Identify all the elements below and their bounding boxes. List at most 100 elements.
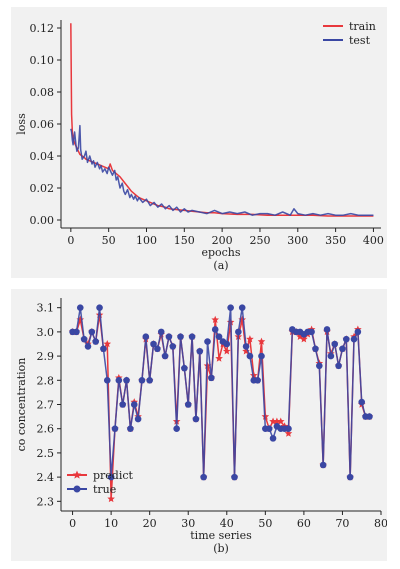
point-predict xyxy=(273,417,281,425)
y-axis-label-a: loss xyxy=(15,113,28,135)
point-true xyxy=(238,304,246,311)
point-true xyxy=(319,461,327,469)
point-true xyxy=(265,425,273,433)
legend-label-true: true xyxy=(93,483,116,496)
point-true xyxy=(184,401,192,408)
y-tick-label-a: 0.12 xyxy=(30,22,55,35)
x-tick-label-b: 50 xyxy=(258,517,272,530)
concentration-chart: 0 10 20 30 40 50 60 70 80 2.3 2.4 2.5 2.6 2.7 2.8 2.9 3.… xyxy=(15,298,387,555)
point-true xyxy=(150,340,157,348)
concentration-chart-panel: 0 10 20 30 40 50 60 70 80 2.3 2.4 2.5 2.6 2.7 2.8 2.9 3.… xyxy=(11,289,387,561)
point-true xyxy=(246,352,254,360)
y-tick-label-b: 3.1 xyxy=(37,302,55,315)
point-true xyxy=(161,352,169,360)
x-tick-label-b: 0 xyxy=(69,517,76,530)
y-tick-label-a: 0.02 xyxy=(30,182,55,195)
point-true xyxy=(73,328,80,336)
point-true xyxy=(177,333,184,341)
y-tick-label-a: 0.06 xyxy=(30,118,55,131)
y-tick-label-b: 2.5 xyxy=(37,447,55,460)
y-tick-label-b: 2.7 xyxy=(37,399,55,412)
point-true xyxy=(84,343,92,350)
caption-b: (b) xyxy=(213,542,229,555)
x-tick-label-a: 150 xyxy=(174,234,195,247)
point-predict xyxy=(211,315,220,324)
point-true xyxy=(327,352,335,360)
point-predict xyxy=(300,335,308,343)
point-true xyxy=(200,473,207,481)
point-true xyxy=(88,328,96,336)
point-true xyxy=(76,304,84,311)
point-true xyxy=(111,425,119,433)
point-predict xyxy=(284,429,293,437)
point-predict xyxy=(107,494,115,503)
point-predict xyxy=(276,417,285,425)
point-true xyxy=(157,328,165,336)
x-tick-label-b: 40 xyxy=(220,517,234,530)
y-tick-label-a: 0.10 xyxy=(30,54,55,67)
point-true xyxy=(308,328,315,336)
point-true xyxy=(146,376,153,384)
point-true xyxy=(138,376,146,384)
point-true xyxy=(323,326,331,333)
point-predict xyxy=(222,347,231,355)
point-true xyxy=(269,435,277,442)
point-true xyxy=(196,347,204,355)
point-true xyxy=(115,376,123,384)
point-true xyxy=(181,364,188,372)
point-true xyxy=(285,425,292,433)
point-true xyxy=(165,333,173,341)
point-true xyxy=(254,376,261,384)
point-true xyxy=(154,345,161,353)
point-true xyxy=(316,362,323,370)
x-tick-label-b: 30 xyxy=(181,517,195,530)
point-true xyxy=(339,345,346,353)
x-tick-label-a: 200 xyxy=(212,234,233,247)
y-tick-label-b: 2.6 xyxy=(37,423,55,436)
point-predict xyxy=(257,337,266,345)
y-tick-label-b: 2.9 xyxy=(37,350,55,363)
point-true xyxy=(358,398,366,406)
point-true xyxy=(169,343,177,350)
point-true xyxy=(343,335,350,343)
x-tick-label-a: 350 xyxy=(325,234,346,247)
point-true xyxy=(130,401,138,408)
y-tick-label-a: 0.04 xyxy=(30,150,55,163)
x-tick-label-a: 100 xyxy=(136,234,157,247)
loss-chart-panel: 0 50 100 150 200 250 300 350 400 0.00 0.02 0.04 0.06… xyxy=(11,7,387,278)
point-predict xyxy=(103,339,112,348)
point-true xyxy=(127,425,134,433)
legend-label-test: test xyxy=(349,34,371,47)
x-tick-label-b: 20 xyxy=(143,517,157,530)
point-predict xyxy=(269,417,277,425)
point-true xyxy=(173,425,180,433)
x-tick-label-b: 80 xyxy=(374,517,387,530)
point-true xyxy=(103,376,111,384)
series-line-train xyxy=(70,23,374,217)
point-true xyxy=(366,413,373,420)
y-tick-label-b: 2.4 xyxy=(37,471,55,484)
point-true xyxy=(204,338,211,345)
x-tick-label-a: 50 xyxy=(102,234,116,247)
x-tick-label-b: 10 xyxy=(104,517,118,530)
point-predict xyxy=(246,335,254,343)
point-true xyxy=(227,304,234,311)
point-true xyxy=(312,345,319,353)
legend-marker-true xyxy=(73,485,81,493)
legend-label-predict: predict xyxy=(93,469,134,482)
y-tick-label-b: 3.0 xyxy=(37,326,55,339)
point-true xyxy=(346,473,354,481)
point-true xyxy=(80,335,88,343)
point-true xyxy=(142,333,150,341)
x-tick-label-a: 250 xyxy=(249,234,270,247)
x-tick-label-a: 0 xyxy=(67,234,74,247)
loss-chart: 0 50 100 150 200 250 300 350 400 0.00 0.02 0.04 0.06… xyxy=(15,20,384,272)
point-true xyxy=(211,326,219,333)
point-true xyxy=(100,345,107,353)
point-true xyxy=(107,473,115,481)
caption-a: (a) xyxy=(213,259,228,272)
point-true xyxy=(354,328,362,336)
x-tick-label-b: 60 xyxy=(297,517,311,530)
point-true xyxy=(335,362,342,370)
point-predict xyxy=(215,354,223,362)
